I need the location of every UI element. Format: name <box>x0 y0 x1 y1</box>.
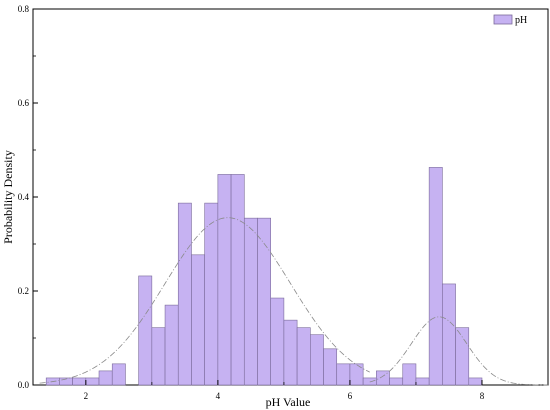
y-tick-label: 0.8 <box>18 4 30 14</box>
histogram-bar <box>323 348 338 386</box>
histogram-bar <box>283 319 298 386</box>
histogram-bar <box>310 334 324 386</box>
legend: pH <box>493 14 527 26</box>
histogram-bar <box>164 304 179 386</box>
histogram-bars <box>45 167 483 386</box>
histogram-bar <box>455 327 470 386</box>
histogram-bar <box>151 327 166 386</box>
y-tick-label: 0.0 <box>18 380 30 390</box>
x-tick-label: 8 <box>480 391 485 401</box>
histogram-bar <box>362 377 377 386</box>
legend-swatch <box>493 14 513 25</box>
histogram-bar <box>428 167 443 386</box>
histogram-bar <box>389 377 404 386</box>
histogram-bar <box>270 297 285 386</box>
histogram-bar <box>336 363 351 386</box>
y-axis-label: Probability Density <box>1 150 15 244</box>
histogram-bar <box>349 363 364 386</box>
histogram-bar <box>85 377 100 386</box>
normal-fit-curve <box>369 316 548 386</box>
histogram-bar <box>442 283 456 386</box>
histogram-bar <box>468 377 483 386</box>
histogram-bar <box>217 174 232 386</box>
y-tick-label: 0.6 <box>18 98 30 108</box>
axes <box>33 8 483 386</box>
legend-label: pH <box>515 15 527 26</box>
histogram-bar <box>376 370 390 386</box>
histogram-bar <box>415 377 430 386</box>
y-tick-label: 0.2 <box>18 286 29 296</box>
histogram-bar <box>111 363 126 386</box>
histogram-bar <box>243 217 258 386</box>
x-tick-label: 4 <box>216 391 221 401</box>
x-tick-label: 6 <box>348 391 353 401</box>
histogram-bar <box>230 174 245 386</box>
histogram-bar <box>402 363 417 386</box>
fit-curves <box>39 217 548 386</box>
histogram-bar <box>296 327 311 386</box>
histogram-bar <box>191 254 205 386</box>
normal-fit-curve <box>39 217 370 384</box>
x-axis-label: pH Value <box>266 395 311 409</box>
histogram-bar <box>177 202 192 386</box>
x-tick-label: 2 <box>84 391 89 401</box>
tick-labels: 2 4 6 8 0.0 0.2 0.4 0.6 0.8 <box>18 4 485 401</box>
y-tick-label: 0.4 <box>18 192 30 202</box>
histogram-bar <box>98 370 113 386</box>
histogram-bar <box>204 202 219 386</box>
histogram-bar <box>138 275 153 386</box>
histogram-bar <box>72 377 87 386</box>
